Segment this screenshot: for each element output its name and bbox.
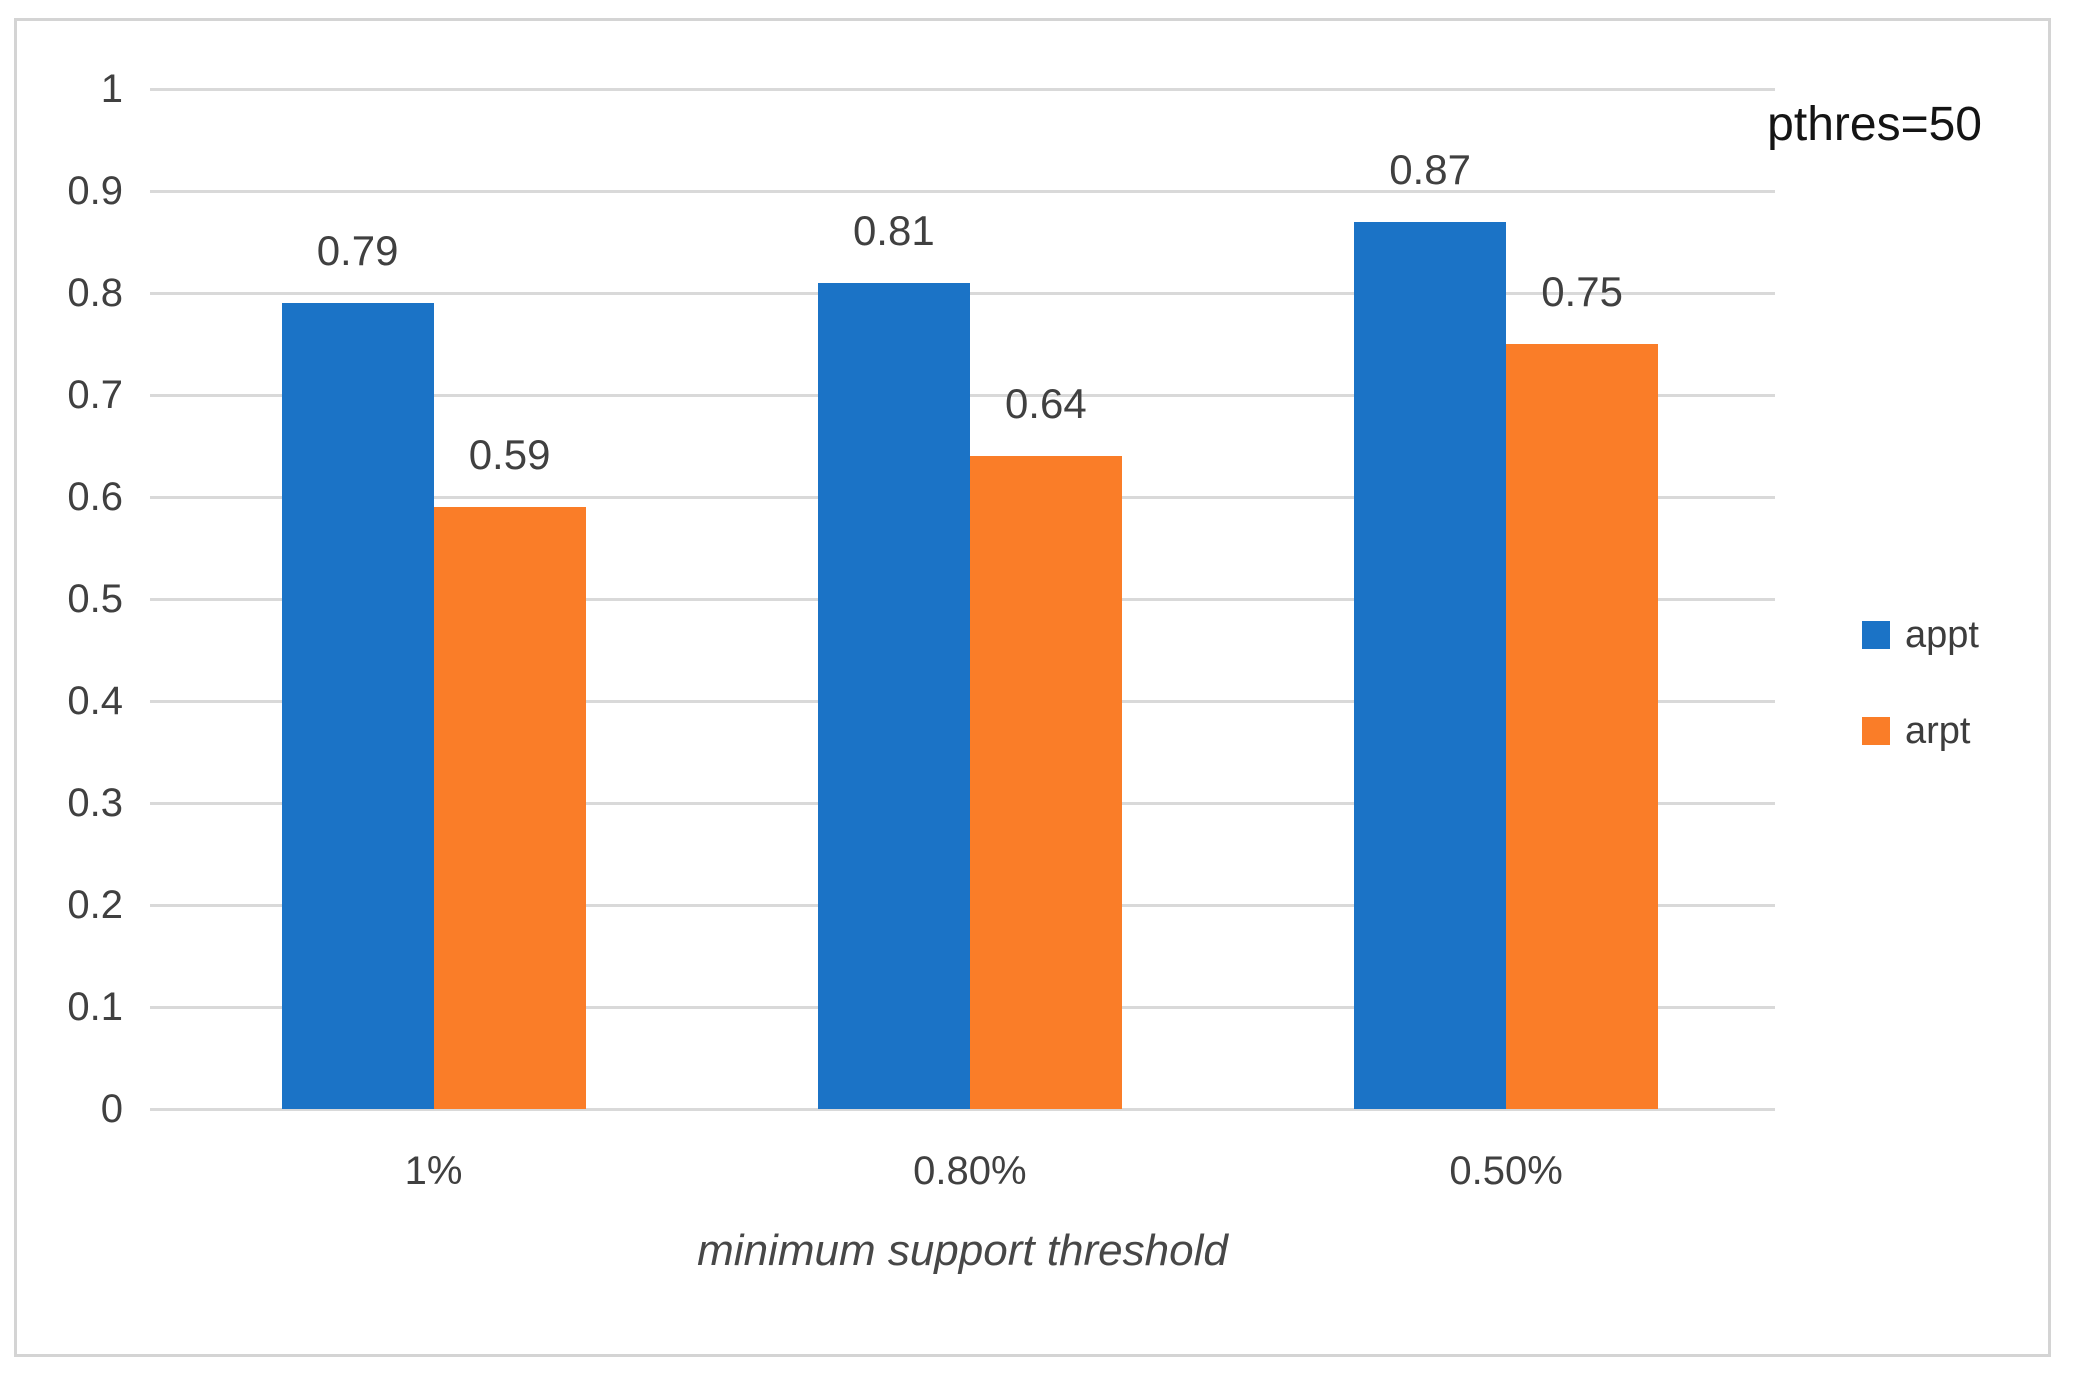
legend-label-appt: appt: [1905, 614, 1979, 656]
y-tick-label-0: 0: [100, 1087, 123, 1131]
legend-label-arpt: arpt: [1905, 710, 1971, 752]
y-tick-label-0.9: 0.9: [67, 169, 123, 213]
x-tick-label-0.80%: 0.80%: [913, 1149, 1027, 1193]
y-tick-label-0.1: 0.1: [67, 985, 123, 1029]
y-tick-label-0.5: 0.5: [67, 577, 123, 621]
bar-appt-0.80%: [817, 282, 970, 1109]
gridline-y-1: [150, 88, 1775, 91]
x-axis-title: minimum support threshold: [697, 1226, 1228, 1275]
y-tick-label-0.2: 0.2: [67, 883, 123, 927]
data-label-appt-1%: 0.79: [316, 227, 399, 275]
data-label-arpt-1%: 0.59: [468, 431, 551, 479]
bar-arpt-0.80%: [969, 456, 1122, 1109]
y-tick-label-0.4: 0.4: [67, 679, 123, 723]
legend-swatch-appt: [1862, 621, 1890, 649]
bar-appt-0.50%: [1354, 221, 1507, 1109]
y-tick-label-0.6: 0.6: [67, 475, 123, 519]
x-tick-label-1%: 1%: [404, 1149, 463, 1193]
data-label-arpt-0.80%: 0.64: [1004, 380, 1087, 428]
legend: appt arpt: [1862, 616, 1979, 750]
data-label-appt-0.50%: 0.87: [1389, 145, 1471, 193]
data-label-appt-0.80%: 0.81: [852, 206, 935, 254]
annotation-pthres: pthres=50: [1767, 98, 1982, 151]
gridline-y-0.9: [150, 190, 1775, 193]
data-label-arpt-0.50%: 0.75: [1541, 268, 1623, 315]
y-tick-label-0.8: 0.8: [67, 271, 123, 315]
y-tick-label-1: 1: [100, 67, 123, 111]
y-tick-label-0.3: 0.3: [67, 781, 123, 825]
chart-frame: 0.79 0.59 0.81 0.64 0.87 0.75 1 0.9 0.8 0.7 0.6 0.…: [14, 18, 2051, 1357]
legend-swatch-arpt: [1862, 717, 1890, 745]
legend-item-arpt: arpt: [1862, 712, 1979, 750]
bar-appt-1%: [281, 303, 434, 1109]
bar-arpt-0.50%: [1506, 344, 1659, 1109]
legend-item-appt: appt: [1862, 616, 1979, 654]
plot-area: 0.79 0.59 0.81 0.64 0.87 0.75: [150, 88, 1775, 1111]
gridline-y-0: [150, 1108, 1775, 1111]
y-tick-label-0.7: 0.7: [67, 373, 123, 417]
bar-arpt-1%: [433, 507, 586, 1109]
x-tick-label-0.50%: 0.50%: [1449, 1149, 1563, 1193]
